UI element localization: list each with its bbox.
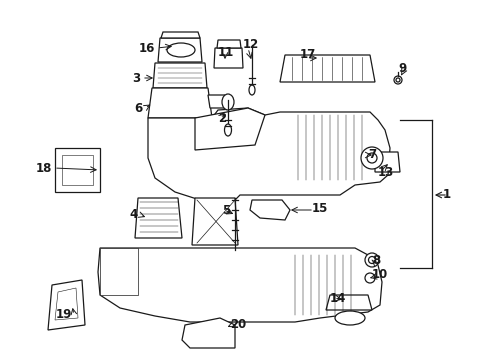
Text: 15: 15 xyxy=(311,201,328,215)
Ellipse shape xyxy=(224,124,231,136)
Text: 2: 2 xyxy=(217,111,226,125)
Text: 12: 12 xyxy=(242,39,259,51)
Text: 5: 5 xyxy=(222,203,230,216)
Polygon shape xyxy=(161,32,199,38)
Text: 18: 18 xyxy=(35,161,52,175)
Polygon shape xyxy=(152,63,207,88)
Polygon shape xyxy=(48,280,85,330)
Polygon shape xyxy=(158,38,201,62)
Polygon shape xyxy=(98,248,381,322)
Text: 11: 11 xyxy=(217,45,234,59)
Text: 3: 3 xyxy=(132,71,140,85)
Polygon shape xyxy=(148,88,212,118)
Polygon shape xyxy=(208,95,227,108)
Text: 14: 14 xyxy=(329,292,346,305)
Ellipse shape xyxy=(334,311,364,325)
Text: 9: 9 xyxy=(397,61,406,75)
Ellipse shape xyxy=(248,85,255,95)
Polygon shape xyxy=(249,200,289,220)
Polygon shape xyxy=(55,288,78,320)
Polygon shape xyxy=(216,40,241,48)
Polygon shape xyxy=(213,48,242,68)
Text: 1: 1 xyxy=(442,188,450,201)
Ellipse shape xyxy=(366,153,376,163)
Text: 8: 8 xyxy=(371,253,379,266)
Polygon shape xyxy=(374,152,399,172)
Polygon shape xyxy=(62,155,93,185)
Ellipse shape xyxy=(364,253,378,267)
Text: 4: 4 xyxy=(130,208,138,221)
Text: 7: 7 xyxy=(367,149,376,161)
Polygon shape xyxy=(182,318,235,348)
Polygon shape xyxy=(100,248,138,295)
Text: 13: 13 xyxy=(377,166,393,178)
Ellipse shape xyxy=(395,78,399,82)
Polygon shape xyxy=(325,295,371,310)
Ellipse shape xyxy=(393,76,401,84)
Ellipse shape xyxy=(364,273,374,283)
Text: 10: 10 xyxy=(371,268,388,282)
Text: 16: 16 xyxy=(138,41,155,55)
Text: 19: 19 xyxy=(56,308,72,322)
Ellipse shape xyxy=(368,256,375,263)
Text: 20: 20 xyxy=(229,318,246,332)
Polygon shape xyxy=(55,148,100,192)
Text: 6: 6 xyxy=(135,101,143,115)
Polygon shape xyxy=(192,198,238,245)
Polygon shape xyxy=(279,55,374,82)
Text: 17: 17 xyxy=(300,49,316,61)
Ellipse shape xyxy=(360,147,382,169)
Polygon shape xyxy=(135,198,182,238)
Ellipse shape xyxy=(222,94,233,110)
Ellipse shape xyxy=(166,43,195,57)
Polygon shape xyxy=(148,108,389,200)
Polygon shape xyxy=(195,108,264,150)
